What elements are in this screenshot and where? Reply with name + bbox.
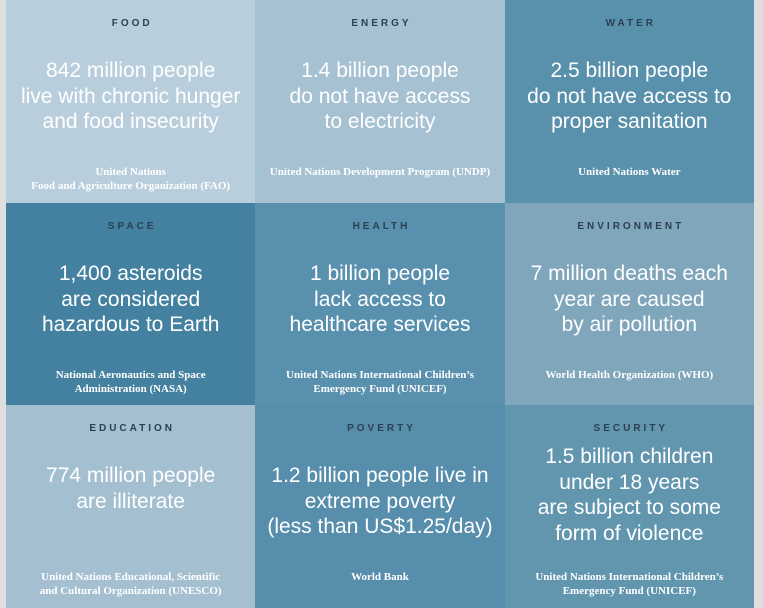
statistic-text: 1.2 billion people live in extreme pover…	[267, 464, 493, 538]
category-label: POVERTY	[347, 423, 416, 434]
statistic-text: 7 million deaths each year are caused by…	[530, 262, 728, 336]
tile-energy: ENERGY 1.4 billion people do not have ac…	[255, 0, 505, 203]
category-label: EDUCATION	[89, 423, 176, 434]
source-attribution: World Health Organization (WHO)	[545, 369, 714, 381]
category-label: ENVIRONMENT	[577, 221, 685, 232]
category-label: SECURITY	[593, 423, 669, 434]
source-attribution: United Nations Educational, Scientific a…	[39, 571, 222, 597]
tile-health: HEALTH 1 billion people lack access to h…	[255, 203, 505, 405]
category-label: SPACE	[107, 221, 157, 232]
tile-education: EDUCATION 774 million people are illiter…	[6, 405, 256, 608]
category-label: FOOD	[111, 18, 153, 29]
source-attribution: United Nations International Children’s …	[286, 369, 474, 395]
category-label: ENERGY	[351, 18, 412, 29]
source-attribution: United Nations Water	[578, 166, 681, 178]
tile-food: FOOD 842 million people live with chroni…	[6, 0, 256, 203]
statistic-text: 842 million people live with chronic hun…	[20, 59, 241, 133]
statistic-text: 1.5 billion children under 18 years are …	[537, 445, 721, 545]
tile-environment: ENVIRONMENT 7 million deaths each year a…	[504, 203, 754, 405]
statistic-text: 2.5 billion people do not have access to…	[527, 59, 732, 133]
source-attribution: United Nations International Children’s …	[535, 571, 724, 597]
statistic-text: 774 million people are illiterate	[46, 464, 216, 513]
source-attribution: United Nations Development Program (UNDP…	[269, 166, 491, 178]
source-attribution: United Nations Food and Agriculture Orga…	[31, 166, 231, 192]
tile-security: SECURITY 1.5 billion children under 18 y…	[504, 405, 754, 608]
source-attribution: National Aeronautics and Space Administr…	[55, 369, 206, 395]
statistic-text: 1,400 asteroids are considered hazardous…	[41, 262, 220, 336]
category-label: WATER	[605, 18, 656, 29]
source-attribution: World Bank	[351, 571, 409, 583]
tile-space: SPACE 1,400 asteroids are considered haz…	[6, 203, 256, 405]
statistic-text: 1 billion people lack access to healthca…	[289, 262, 471, 336]
tile-water: WATER 2.5 billion people do not have acc…	[504, 0, 754, 203]
statistic-text: 1.4 billion people do not have access to…	[289, 59, 471, 133]
tile-poverty: POVERTY 1.2 billion people live in extre…	[255, 405, 505, 608]
category-label: HEALTH	[352, 221, 411, 232]
statistics-grid: FOOD 842 million people live with chroni…	[6, 0, 754, 608]
